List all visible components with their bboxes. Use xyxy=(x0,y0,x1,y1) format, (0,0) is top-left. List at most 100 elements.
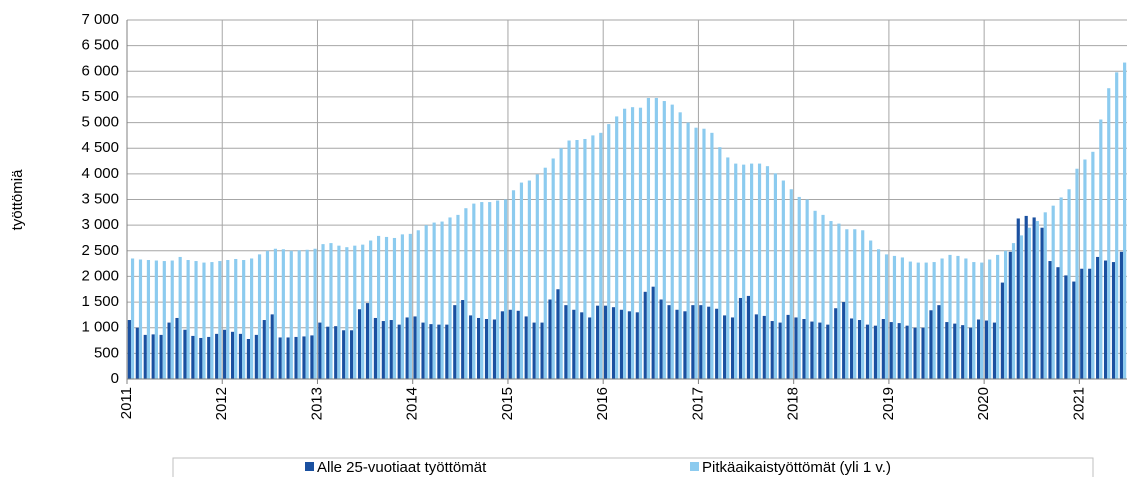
bar xyxy=(254,334,258,379)
bar xyxy=(389,320,393,379)
bar xyxy=(384,236,389,379)
bar xyxy=(440,221,444,379)
bar xyxy=(746,295,751,379)
bar xyxy=(646,97,651,379)
bar xyxy=(738,297,743,379)
bar xyxy=(842,302,846,379)
bar xyxy=(630,107,635,379)
bar xyxy=(543,167,547,379)
bar xyxy=(861,230,865,379)
bar xyxy=(945,322,949,379)
bar xyxy=(1123,62,1127,380)
bar xyxy=(421,322,425,379)
bar xyxy=(170,260,174,379)
bar xyxy=(992,322,997,379)
bar xyxy=(1019,235,1024,379)
bar xyxy=(750,163,754,379)
bar xyxy=(265,250,270,379)
bar xyxy=(921,327,925,379)
bar xyxy=(580,312,584,379)
bar xyxy=(278,337,282,379)
bar xyxy=(503,199,508,379)
bar xyxy=(726,157,730,379)
bar xyxy=(445,324,449,379)
bar xyxy=(130,258,135,379)
bar xyxy=(143,334,147,379)
bar xyxy=(469,315,473,379)
bar xyxy=(707,306,711,379)
bar xyxy=(932,262,936,379)
bar xyxy=(591,135,595,379)
bar xyxy=(667,305,671,379)
bar xyxy=(670,104,674,379)
legend-label: Pitkäaikaistyöttömät (yli 1 v.) xyxy=(702,459,891,476)
bar xyxy=(532,322,536,379)
bar xyxy=(623,108,627,379)
bar xyxy=(572,309,576,379)
bar xyxy=(1096,256,1100,379)
bar xyxy=(310,335,314,379)
x-tick-label: 2011 xyxy=(118,387,135,419)
bar xyxy=(321,244,325,379)
bar xyxy=(929,310,933,379)
bar xyxy=(1080,268,1084,379)
bar xyxy=(797,196,801,379)
bar xyxy=(654,97,658,379)
bar xyxy=(948,254,952,379)
bar xyxy=(1016,218,1020,379)
bar xyxy=(1056,267,1060,379)
bar xyxy=(794,317,798,379)
bar xyxy=(1064,275,1068,379)
bar xyxy=(464,208,468,379)
bar xyxy=(730,317,735,379)
bar xyxy=(456,214,460,379)
bar xyxy=(207,336,211,379)
bar xyxy=(511,190,516,379)
bar xyxy=(778,322,782,379)
bar xyxy=(980,262,984,379)
bar xyxy=(480,202,484,379)
bar xyxy=(540,322,544,379)
bar xyxy=(884,254,889,379)
y-tick-label: 4 500 xyxy=(81,139,119,156)
bar xyxy=(353,245,357,379)
bar xyxy=(548,299,552,379)
bar xyxy=(273,248,277,379)
bar xyxy=(596,305,600,379)
bar xyxy=(424,225,428,379)
bar xyxy=(786,314,790,379)
bar xyxy=(294,336,298,379)
bar xyxy=(429,324,433,379)
bar xyxy=(643,291,647,379)
y-tick-label: 5 000 xyxy=(81,114,119,131)
bar xyxy=(988,259,992,379)
bar xyxy=(318,322,322,379)
bar xyxy=(603,305,608,379)
bar xyxy=(357,309,362,379)
bar xyxy=(940,258,944,379)
bar xyxy=(1072,281,1076,379)
bar xyxy=(583,138,587,379)
bar xyxy=(313,248,317,379)
bar xyxy=(805,199,809,379)
bar xyxy=(527,180,531,379)
bar xyxy=(373,317,377,379)
bar xyxy=(199,337,203,379)
bar xyxy=(556,289,560,379)
bar xyxy=(453,305,457,379)
bar xyxy=(834,308,838,379)
legend-swatch xyxy=(305,462,314,471)
bar xyxy=(183,329,187,379)
bar xyxy=(226,260,230,379)
bar xyxy=(1067,189,1071,379)
bar xyxy=(496,200,500,379)
bar xyxy=(615,116,619,379)
bar xyxy=(559,148,563,379)
bar xyxy=(1008,251,1012,379)
bar xyxy=(302,336,306,379)
bar xyxy=(167,322,171,379)
bar xyxy=(524,316,528,379)
bar xyxy=(1091,151,1095,379)
y-tick-label: 500 xyxy=(94,344,119,361)
bar xyxy=(369,240,373,379)
